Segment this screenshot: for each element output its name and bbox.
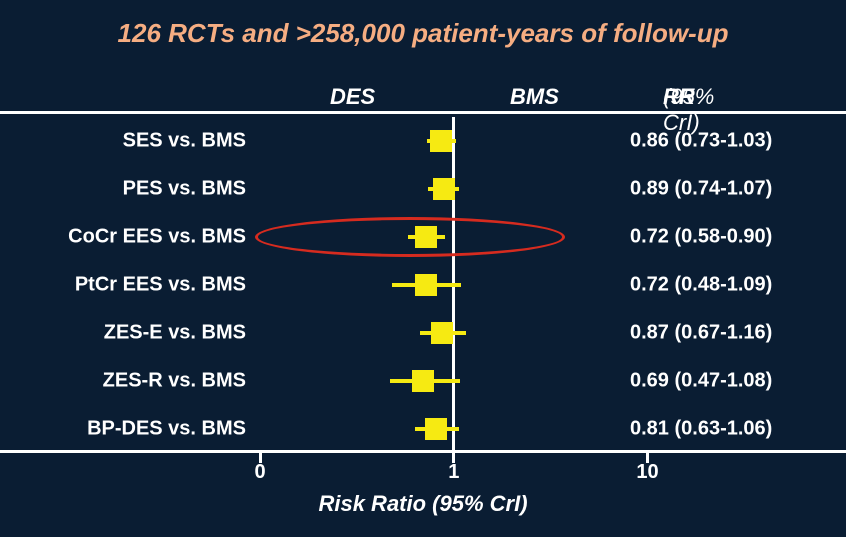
axis-tick-label: 10 bbox=[636, 461, 658, 484]
column-headers: DES BMS RR (95% CrI) bbox=[0, 84, 846, 114]
forest-row: BP-DES vs. BMS0.81 (0.63-1.06) bbox=[0, 405, 846, 453]
row-label: ZES-E vs. BMS bbox=[104, 322, 246, 345]
point-marker bbox=[412, 370, 434, 392]
header-des: DES bbox=[330, 84, 375, 110]
row-plot bbox=[260, 261, 740, 309]
forest-row: ZES-R vs. BMS0.69 (0.47-1.08) bbox=[0, 357, 846, 405]
point-marker bbox=[425, 418, 447, 440]
row-label: CoCr EES vs. BMS bbox=[68, 226, 246, 249]
forest-row: PES vs. BMS0.89 (0.74-1.07) bbox=[0, 165, 846, 213]
row-plot bbox=[260, 357, 740, 405]
row-plot bbox=[260, 213, 740, 261]
axis-tick-label: 0 bbox=[254, 461, 265, 484]
forest-row: SES vs. BMS0.86 (0.73-1.03) bbox=[0, 117, 846, 165]
row-label: PES vs. BMS bbox=[123, 178, 246, 201]
forest-row: ZES-E vs. BMS0.87 (0.67-1.16) bbox=[0, 309, 846, 357]
point-marker bbox=[430, 130, 452, 152]
point-marker bbox=[415, 226, 437, 248]
forest-row: PtCr EES vs. BMS0.72 (0.48-1.09) bbox=[0, 261, 846, 309]
row-plot bbox=[260, 165, 740, 213]
point-marker bbox=[433, 178, 455, 200]
point-marker bbox=[415, 274, 437, 296]
row-plot bbox=[260, 309, 740, 357]
forest-row: CoCr EES vs. BMS0.72 (0.58-0.90) bbox=[0, 213, 846, 261]
row-label: PtCr EES vs. BMS bbox=[75, 274, 246, 297]
header-bms: BMS bbox=[510, 84, 559, 110]
axis-plot-area: 0110 bbox=[260, 453, 740, 493]
axis-tick-label: 1 bbox=[448, 461, 459, 484]
forest-rows: SES vs. BMS0.86 (0.73-1.03)PES vs. BMS0.… bbox=[0, 117, 846, 453]
row-label: SES vs. BMS bbox=[123, 130, 246, 153]
row-plot bbox=[260, 405, 740, 453]
row-plot bbox=[260, 117, 740, 165]
chart-title: 126 RCTs and >258,000 patient-years of f… bbox=[0, 0, 846, 49]
x-axis-label: Risk Ratio (95% CrI) bbox=[0, 491, 846, 517]
row-label: ZES-R vs. BMS bbox=[103, 370, 246, 393]
point-marker bbox=[431, 322, 453, 344]
x-axis: Risk Ratio (95% CrI) 0110 bbox=[0, 453, 846, 513]
row-label: BP-DES vs. BMS bbox=[87, 418, 246, 441]
